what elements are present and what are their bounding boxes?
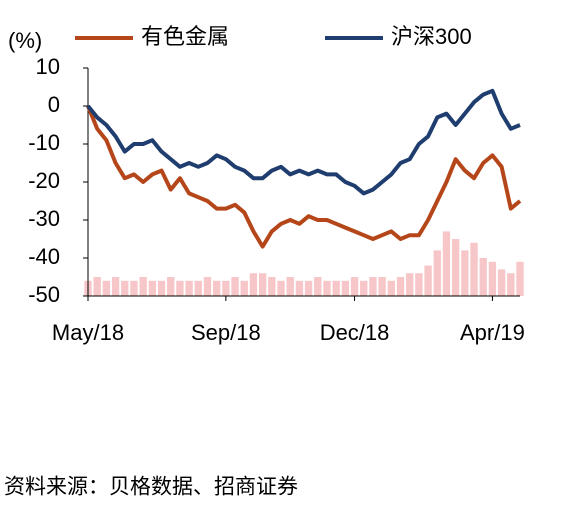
bar bbox=[378, 277, 386, 296]
bar bbox=[139, 277, 147, 296]
legend-label: 沪深300 bbox=[391, 24, 472, 49]
legend-label: 有色金属 bbox=[141, 24, 229, 49]
bar bbox=[222, 280, 230, 296]
source-note: 资料来源：贝格数据、招商证券 bbox=[4, 475, 298, 499]
bar bbox=[424, 265, 432, 296]
y-tick-label: -20 bbox=[28, 168, 60, 193]
bar bbox=[203, 277, 212, 296]
bar bbox=[461, 250, 469, 296]
y-tick-label: 10 bbox=[36, 54, 60, 79]
y-axis-label: (%) bbox=[8, 28, 42, 53]
bar bbox=[406, 273, 414, 296]
bar bbox=[249, 273, 258, 296]
bar bbox=[323, 280, 331, 296]
bar bbox=[350, 277, 359, 296]
bar bbox=[258, 273, 267, 296]
bar bbox=[121, 280, 129, 296]
bar bbox=[167, 277, 175, 296]
bar bbox=[415, 273, 423, 296]
y-tick-label: -50 bbox=[28, 282, 60, 307]
line-series bbox=[86, 88, 521, 196]
bar bbox=[442, 231, 451, 296]
bar bbox=[507, 273, 515, 296]
bar bbox=[488, 261, 497, 296]
y-tick-label: -30 bbox=[28, 206, 60, 231]
bar bbox=[396, 277, 405, 296]
bar bbox=[176, 280, 184, 296]
y-tick-label: 0 bbox=[48, 92, 60, 117]
y-tick-label: -10 bbox=[28, 130, 60, 155]
bar bbox=[369, 277, 377, 296]
bar bbox=[314, 277, 322, 296]
bar bbox=[194, 280, 202, 296]
bar bbox=[240, 280, 248, 296]
bar bbox=[332, 280, 340, 296]
bar bbox=[341, 280, 350, 296]
bar bbox=[470, 242, 478, 296]
bar bbox=[268, 277, 276, 296]
bar bbox=[516, 261, 524, 296]
x-tick-label: Sep/18 bbox=[191, 320, 261, 345]
y-tick-label: -40 bbox=[28, 244, 60, 269]
bar bbox=[111, 277, 120, 296]
bar bbox=[304, 280, 313, 296]
bar bbox=[185, 280, 193, 296]
bar bbox=[360, 280, 368, 296]
bar bbox=[148, 280, 157, 296]
bar bbox=[433, 250, 441, 296]
bar bbox=[497, 269, 506, 296]
bar bbox=[479, 258, 487, 296]
bar bbox=[157, 280, 166, 296]
bar bbox=[130, 280, 138, 296]
bar bbox=[277, 280, 285, 296]
line-series bbox=[86, 105, 522, 249]
bar bbox=[286, 277, 294, 296]
bar bbox=[295, 280, 304, 296]
bar bbox=[93, 277, 101, 296]
bar bbox=[102, 280, 111, 296]
bar bbox=[387, 280, 395, 296]
x-tick-label: Dec/18 bbox=[320, 320, 390, 345]
bar bbox=[231, 277, 239, 296]
bar bbox=[213, 280, 221, 296]
x-tick-label: May/18 bbox=[52, 320, 124, 345]
x-tick-label: Apr/19 bbox=[460, 320, 525, 345]
bar bbox=[451, 239, 460, 296]
